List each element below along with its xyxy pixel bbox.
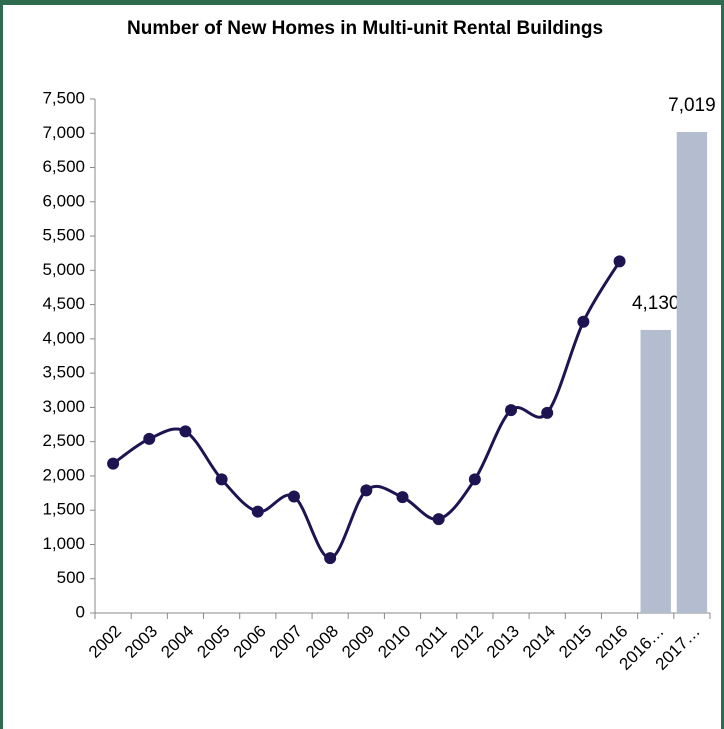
y-tick-label: 2,500 <box>42 431 85 450</box>
x-tick-label: 2008 <box>302 622 342 662</box>
marker <box>287 490 300 503</box>
bar <box>676 131 708 613</box>
marker <box>360 484 373 497</box>
bar <box>640 329 671 613</box>
y-tick-label: 6,000 <box>42 191 85 210</box>
y-tick-label: 3,500 <box>42 363 85 382</box>
y-tick-label: 4,500 <box>42 294 85 313</box>
y-tick-label: 5,500 <box>42 226 85 245</box>
x-tick-label: 2002 <box>85 622 125 662</box>
marker <box>324 552 337 565</box>
marker <box>143 432 156 445</box>
x-tick-label: 2012 <box>447 622 487 662</box>
y-tick-label: 500 <box>57 568 85 587</box>
x-tick-label: 2005 <box>193 622 233 662</box>
marker <box>396 491 409 504</box>
x-tick-label: 2006 <box>230 622 270 662</box>
marker <box>505 404 518 417</box>
data-label: 4,130 <box>632 293 680 314</box>
chart-title: Number of New Homes in Multi-unit Rental… <box>127 18 604 39</box>
marker <box>107 457 120 470</box>
y-tick-label: 1,000 <box>42 534 85 553</box>
x-tick-label: 2011 <box>411 622 450 661</box>
y-tick-label: 7,500 <box>42 88 85 107</box>
x-tick-label: 2010 <box>374 622 414 662</box>
x-tick-label: 2015 <box>555 622 595 662</box>
x-tick-label: 2009 <box>338 622 378 662</box>
x-tick-label: 2004 <box>157 622 197 662</box>
marker <box>251 505 264 518</box>
y-tick-label: 7,000 <box>42 123 85 142</box>
y-tick-label: 3,000 <box>42 397 85 416</box>
y-tick-label: 1,500 <box>42 500 85 519</box>
y-tick-label: 6,500 <box>42 157 85 176</box>
marker <box>432 513 445 526</box>
y-tick-label: 0 <box>76 602 85 621</box>
data-label: 7,019 <box>668 95 716 116</box>
x-tick-label: 2003 <box>121 622 161 662</box>
marker <box>468 473 481 486</box>
x-tick-label: 2014 <box>519 622 559 662</box>
x-tick-label: 2013 <box>483 622 523 662</box>
marker <box>215 473 228 486</box>
marker <box>577 315 590 328</box>
x-tick-label: 2007 <box>266 622 306 662</box>
marker <box>541 406 554 419</box>
y-tick-label: 5,000 <box>42 260 85 279</box>
y-tick-label: 4,000 <box>42 328 85 347</box>
marker <box>613 255 626 268</box>
marker <box>179 425 192 438</box>
y-tick-label: 2,000 <box>42 465 85 484</box>
